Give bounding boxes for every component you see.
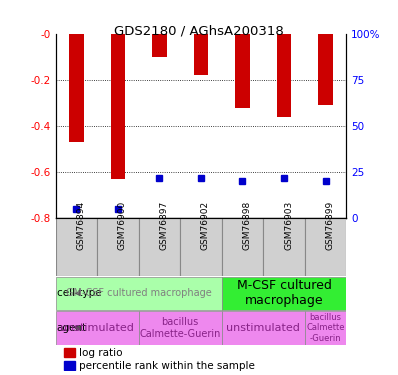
Bar [235,34,250,108]
Text: GDS2180 / AGhsA200318: GDS2180 / AGhsA200318 [114,24,284,38]
Bar [305,218,346,276]
Bar [222,311,305,345]
Text: agent: agent [57,323,87,333]
Text: cell type: cell type [57,288,101,298]
Text: GSM76894: GSM76894 [76,201,86,250]
Bar [69,34,84,142]
Text: unstimulated: unstimulated [60,323,134,333]
Bar [305,311,346,345]
Text: GSM76899: GSM76899 [326,201,334,250]
Bar [263,218,305,276]
Bar [64,348,74,357]
Bar [56,218,97,276]
Text: bacillus
Calmette
-Guerin: bacillus Calmette -Guerin [306,313,345,343]
Bar [222,277,346,310]
Text: GSM76898: GSM76898 [242,201,252,250]
Bar [139,311,222,345]
Text: GSM76897: GSM76897 [160,201,168,250]
Bar [277,34,291,117]
Bar [56,311,139,345]
Text: unstimulated: unstimulated [226,323,300,333]
Bar [180,218,222,276]
Text: bacillus
Calmette-Guerin: bacillus Calmette-Guerin [140,317,221,339]
Text: GSM76902: GSM76902 [201,201,210,250]
Bar [318,34,333,105]
Bar [222,218,263,276]
Bar [97,218,139,276]
Bar [139,218,180,276]
Text: GSM76900: GSM76900 [118,201,127,250]
Bar [56,277,222,310]
Text: log ratio: log ratio [79,348,123,357]
Text: GM-CSF cultured macrophage: GM-CSF cultured macrophage [66,288,212,298]
Bar [194,34,208,75]
Text: percentile rank within the sample: percentile rank within the sample [79,360,255,370]
Bar [111,34,125,179]
Text: GSM76903: GSM76903 [284,201,293,250]
Text: M-CSF cultured
macrophage: M-CSF cultured macrophage [236,279,332,308]
Bar [64,361,74,370]
Bar [152,34,167,57]
